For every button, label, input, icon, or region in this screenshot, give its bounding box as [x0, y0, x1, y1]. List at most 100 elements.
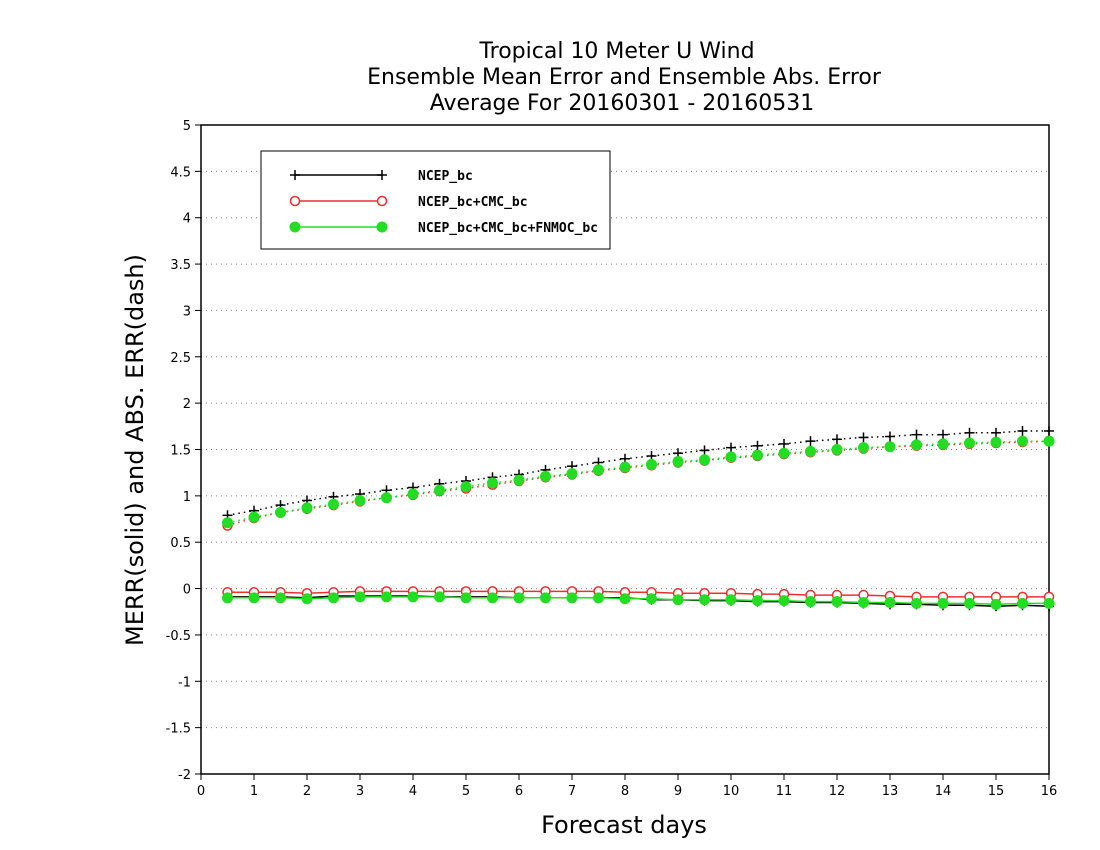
title-line-3: Average For 20160301 - 20160531: [430, 91, 815, 116]
data-point: [885, 431, 895, 442]
data-point: [858, 442, 869, 454]
data-point: [752, 449, 763, 461]
data-point: [328, 592, 339, 604]
data-point: [779, 438, 789, 449]
data-point: [248, 592, 260, 604]
data-point: [222, 592, 233, 604]
y-tick-label: 3.5: [170, 258, 191, 273]
data-point: [858, 432, 869, 443]
y-tick-label: 0.5: [170, 536, 191, 551]
series-layer: [222, 425, 1055, 612]
data-point: [725, 451, 737, 463]
x-tick-label: 15: [988, 784, 1005, 799]
data-point: [937, 438, 949, 450]
y-tick-label: 5: [183, 119, 191, 134]
data-point: [672, 594, 684, 606]
abs-err-line: [227, 440, 1049, 524]
data-point: [593, 464, 604, 476]
data-point: [354, 591, 366, 603]
x-tick-label: 1: [250, 784, 258, 799]
data-point: [566, 592, 578, 604]
x-tick-label: 2: [303, 784, 311, 799]
data-point: [911, 439, 922, 451]
data-point: [937, 597, 949, 609]
data-point: [1043, 435, 1055, 447]
data-point: [832, 434, 842, 445]
x-tick-label: 7: [568, 784, 576, 799]
gridlines: [201, 170, 1049, 729]
data-point: [1044, 425, 1054, 436]
legend-label: NCEP_bc+CMC_bc: [418, 195, 528, 210]
data-point: [699, 454, 710, 466]
y-tick-label: 2: [183, 397, 191, 412]
data-point: [513, 474, 525, 486]
x-tick-label: 6: [515, 784, 523, 799]
data-point: [858, 596, 869, 608]
data-point: [540, 592, 551, 604]
data-point: [964, 427, 975, 438]
series-NCEP_bc: [222, 425, 1054, 612]
data-point: [938, 429, 948, 440]
abs-err-line: [227, 430, 1049, 517]
data-point: [328, 498, 339, 510]
legend-entry: NCEP_bc+CMC_bc+FNMOC_bc: [289, 221, 598, 236]
data-point: [381, 591, 392, 603]
data-point: [434, 484, 445, 496]
data-point: [699, 594, 710, 606]
data-point: [1043, 597, 1055, 609]
data-point: [1017, 425, 1028, 436]
x-axis-label: Forecast days: [541, 811, 707, 839]
chart-title: Tropical 10 Meter U Wind Ensemble Mean E…: [367, 39, 882, 116]
data-point: [301, 502, 313, 514]
data-point: [911, 429, 922, 440]
data-point: [434, 591, 445, 603]
data-point: [990, 598, 1002, 610]
x-tick-label: 12: [829, 784, 846, 799]
data-point: [672, 456, 684, 468]
data-point: [275, 592, 286, 604]
y-tick-label: 2.5: [170, 351, 191, 366]
x-tick-label: 8: [621, 784, 629, 799]
data-point: [805, 436, 816, 447]
data-point: [460, 481, 472, 493]
y-axis-label: MERR(solid) and ABS. ERR(dash): [121, 254, 149, 646]
legend: NCEP_bc NCEP_bc+CMC_bc NCEP_bc+CMC_bc+FNMO…: [260, 150, 611, 250]
data-point: [619, 593, 631, 605]
data-point: [646, 458, 657, 470]
x-tick-label: 16: [1041, 784, 1058, 799]
data-point: [407, 591, 419, 603]
data-point: [726, 442, 736, 453]
data-point: [593, 592, 604, 604]
data-point: [911, 597, 922, 609]
data-point: [1017, 435, 1028, 447]
data-point: [699, 445, 710, 456]
y-tick-label: 1.5: [170, 444, 191, 459]
data-point: [752, 595, 763, 607]
data-point: [805, 445, 816, 457]
data-point: [460, 592, 472, 604]
x-tick-label: 14: [935, 784, 952, 799]
data-point: [619, 461, 631, 473]
data-point: [354, 494, 366, 506]
data-point: [884, 596, 896, 608]
data-point: [487, 592, 498, 604]
series-NCEP_bc+CMC_bc+FNMOC_bc: [222, 435, 1055, 610]
y-tick-label: 4: [183, 212, 191, 227]
x-tick-label: 5: [462, 784, 470, 799]
abs-err-line: [227, 440, 1050, 527]
data-point: [289, 195, 301, 207]
data-point: [222, 517, 233, 529]
x-tick-label: 4: [409, 784, 417, 799]
y-tick-label: -1.5: [166, 722, 191, 737]
y-tick-label: 1: [183, 490, 191, 505]
y-tick-label: -0.5: [166, 629, 191, 644]
series-NCEP_bc+CMC_bc: [222, 435, 1055, 603]
data-point: [1017, 597, 1028, 609]
legend-entry: NCEP_bc+CMC_bc: [289, 195, 528, 210]
title-line-1: Tropical 10 Meter U Wind: [478, 39, 754, 64]
legend-box: [260, 150, 611, 250]
data-point: [990, 436, 1002, 448]
legend-label: NCEP_bc: [418, 169, 473, 184]
data-point: [831, 444, 843, 455]
y-tick-label: 4.5: [170, 165, 191, 180]
